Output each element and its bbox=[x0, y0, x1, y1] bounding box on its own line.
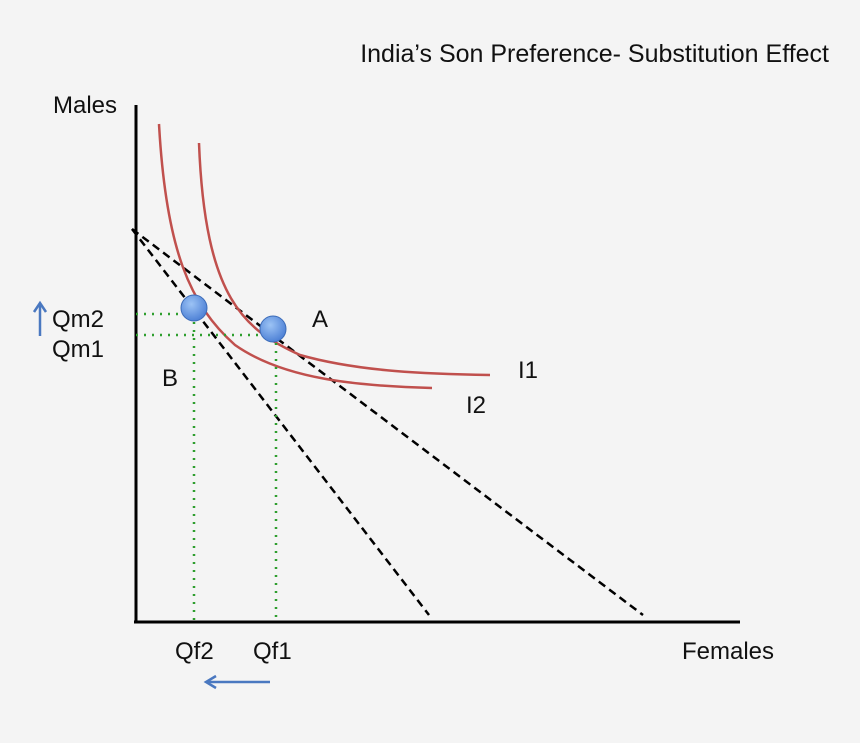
tick-qf1: Qf1 bbox=[253, 638, 292, 665]
tick-qf2: Qf2 bbox=[175, 638, 214, 665]
curve-i1-label: I1 bbox=[518, 357, 538, 384]
arrow-up-icon bbox=[32, 300, 48, 336]
point-a-label: A bbox=[312, 306, 328, 333]
curve-i2-label: I2 bbox=[466, 392, 486, 419]
diagram-title: India’s Son Preference- Substitution Eff… bbox=[360, 40, 829, 68]
point-a bbox=[259, 315, 287, 343]
budget-line-rotated bbox=[131, 228, 430, 616]
point-b-label: B bbox=[162, 365, 178, 392]
arrow-left-icon bbox=[203, 674, 270, 690]
indifference-curve-i2 bbox=[157, 123, 433, 390]
indifference-curve-i1 bbox=[197, 142, 491, 377]
tick-qm2: Qm2 bbox=[52, 306, 104, 333]
x-axis-label: Females bbox=[682, 638, 774, 665]
budget-line-original bbox=[131, 228, 644, 616]
tick-qm1: Qm1 bbox=[52, 336, 104, 363]
point-b bbox=[180, 294, 208, 322]
y-axis-label: Males bbox=[53, 92, 117, 119]
